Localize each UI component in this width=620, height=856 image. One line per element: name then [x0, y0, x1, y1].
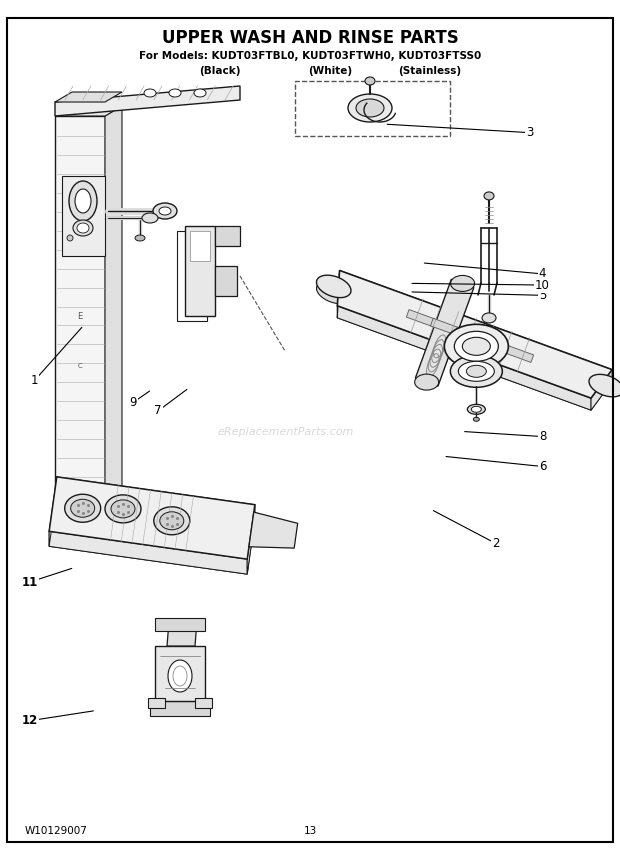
Ellipse shape: [69, 181, 97, 221]
Ellipse shape: [473, 418, 479, 421]
Ellipse shape: [75, 189, 91, 213]
Ellipse shape: [168, 660, 192, 692]
Ellipse shape: [463, 337, 490, 355]
Ellipse shape: [73, 220, 93, 236]
Polygon shape: [150, 701, 210, 716]
Ellipse shape: [316, 281, 351, 304]
Ellipse shape: [154, 507, 190, 535]
Ellipse shape: [67, 235, 73, 241]
Polygon shape: [57, 477, 255, 520]
Ellipse shape: [111, 500, 135, 518]
Polygon shape: [247, 505, 255, 574]
Polygon shape: [406, 310, 437, 327]
Polygon shape: [503, 345, 534, 362]
Polygon shape: [430, 318, 461, 336]
Text: UPPER WASH AND RINSE PARTS: UPPER WASH AND RINSE PARTS: [162, 29, 458, 47]
Ellipse shape: [467, 404, 485, 414]
Polygon shape: [215, 266, 237, 296]
Polygon shape: [337, 282, 612, 410]
Text: 3: 3: [526, 126, 534, 140]
Text: 8: 8: [539, 430, 546, 443]
Polygon shape: [215, 226, 240, 246]
Ellipse shape: [169, 89, 181, 97]
Ellipse shape: [77, 223, 89, 233]
Polygon shape: [49, 492, 255, 574]
Ellipse shape: [482, 313, 496, 323]
Ellipse shape: [466, 366, 486, 377]
Text: (White): (White): [308, 66, 352, 76]
Ellipse shape: [64, 494, 100, 522]
Text: 12: 12: [22, 714, 38, 728]
Ellipse shape: [415, 374, 439, 390]
Polygon shape: [249, 512, 298, 548]
Polygon shape: [55, 106, 122, 116]
Text: 7: 7: [154, 404, 162, 418]
Ellipse shape: [135, 235, 145, 241]
Polygon shape: [190, 231, 210, 261]
Ellipse shape: [105, 495, 141, 523]
Ellipse shape: [153, 203, 177, 219]
Text: 13: 13: [303, 826, 317, 836]
Polygon shape: [55, 116, 105, 526]
Polygon shape: [155, 646, 205, 701]
Ellipse shape: [454, 331, 498, 361]
Text: For Models: KUDT03FTBL0, KUDT03FTWH0, KUDT03FTSS0: For Models: KUDT03FTBL0, KUDT03FTWH0, KU…: [139, 51, 481, 61]
Polygon shape: [415, 279, 474, 386]
Text: 6: 6: [539, 460, 546, 473]
Polygon shape: [55, 92, 122, 102]
Ellipse shape: [451, 276, 474, 291]
Polygon shape: [105, 106, 122, 526]
Polygon shape: [167, 621, 197, 646]
Ellipse shape: [365, 77, 375, 85]
Polygon shape: [337, 270, 612, 398]
Polygon shape: [340, 270, 612, 382]
Ellipse shape: [142, 213, 158, 223]
Text: E: E: [78, 312, 82, 320]
Ellipse shape: [445, 324, 508, 368]
Ellipse shape: [589, 374, 620, 397]
Ellipse shape: [348, 94, 392, 122]
Polygon shape: [337, 270, 340, 318]
Polygon shape: [591, 370, 612, 410]
Text: 1: 1: [30, 374, 38, 388]
Ellipse shape: [316, 275, 351, 298]
Text: 5: 5: [539, 288, 546, 302]
Polygon shape: [479, 336, 510, 354]
Ellipse shape: [484, 192, 494, 200]
Ellipse shape: [160, 512, 184, 530]
Ellipse shape: [144, 89, 156, 97]
Text: eReplacementParts.com: eReplacementParts.com: [217, 427, 353, 437]
Polygon shape: [155, 618, 205, 631]
Text: 10: 10: [535, 278, 550, 292]
Ellipse shape: [356, 99, 384, 117]
Text: 4: 4: [539, 267, 546, 281]
Polygon shape: [49, 477, 57, 546]
Polygon shape: [454, 327, 485, 345]
Ellipse shape: [450, 355, 502, 387]
Polygon shape: [49, 532, 247, 574]
Text: 2: 2: [492, 537, 500, 550]
Ellipse shape: [471, 407, 481, 413]
Text: (Stainless): (Stainless): [399, 66, 461, 76]
Polygon shape: [62, 176, 105, 256]
Text: (Black): (Black): [199, 66, 241, 76]
Text: C: C: [78, 363, 82, 369]
Polygon shape: [49, 477, 255, 559]
Text: W10129007: W10129007: [25, 826, 88, 836]
Text: 9: 9: [130, 395, 137, 409]
Bar: [295, 81, 450, 136]
Polygon shape: [337, 306, 591, 410]
Ellipse shape: [71, 499, 95, 517]
Ellipse shape: [159, 207, 171, 215]
Polygon shape: [148, 698, 165, 708]
Text: 11: 11: [22, 575, 38, 589]
Ellipse shape: [194, 89, 206, 97]
Ellipse shape: [458, 361, 494, 381]
Polygon shape: [195, 698, 212, 708]
Polygon shape: [185, 226, 215, 316]
Polygon shape: [55, 86, 240, 116]
